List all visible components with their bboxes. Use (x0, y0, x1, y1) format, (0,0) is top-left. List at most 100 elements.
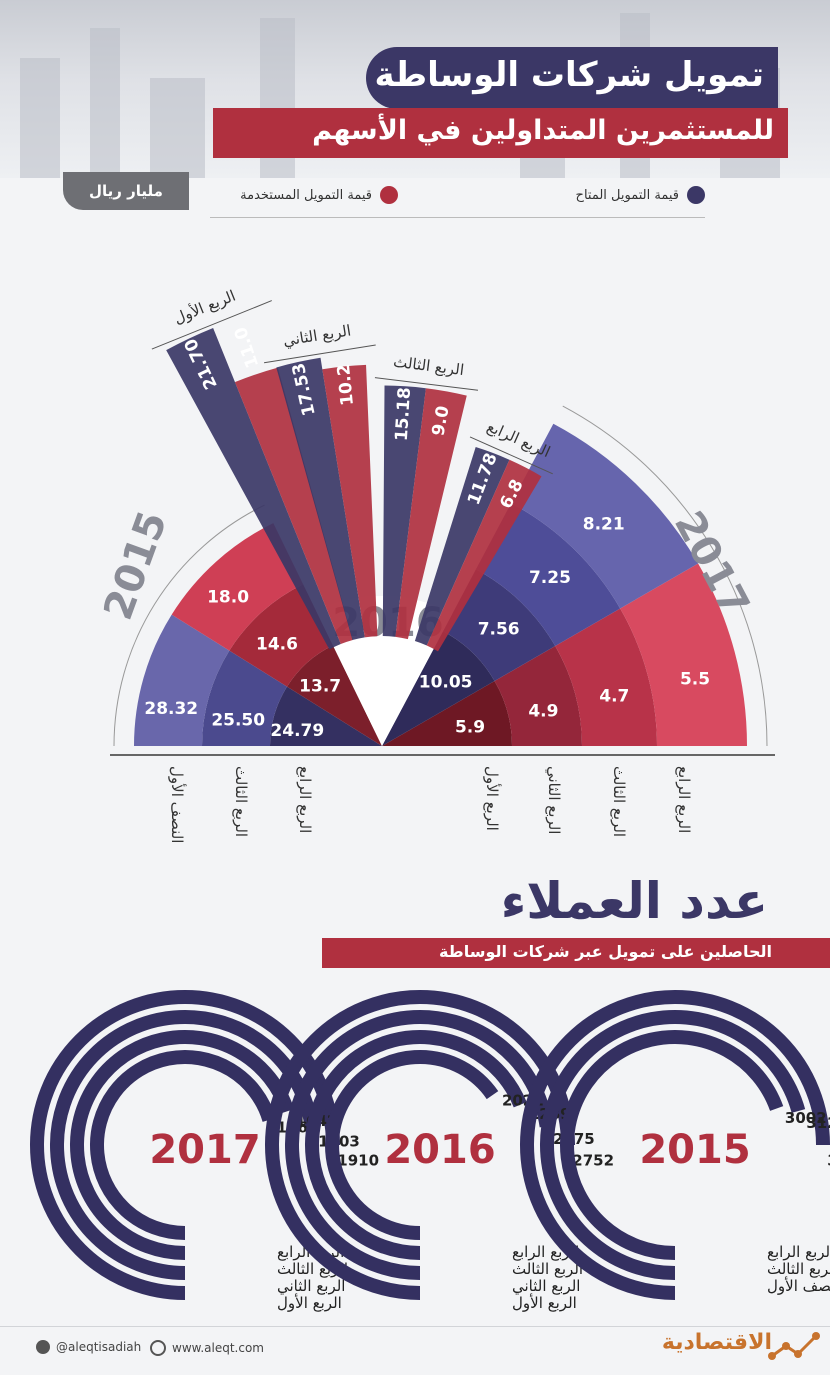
title-bar-bottom: للمستثمرين المتداولين في الأسهم (213, 108, 788, 158)
legend-used-swatch (380, 186, 398, 204)
client-ring (50, 1010, 319, 1280)
ring-2017-available (382, 631, 495, 746)
bar-2016-used (322, 364, 378, 638)
client-ring (325, 1050, 499, 1240)
bar-2016-used (234, 367, 353, 645)
value-2015-available: 25.50 (211, 711, 265, 731)
legend-divider (210, 217, 705, 218)
page-title: تمويل شركات الوساطة (374, 55, 764, 95)
value-2016-available: 15.18 (392, 387, 415, 442)
value-2016-used: 10.2 (334, 363, 358, 407)
ring-label-2017: الربع الثالث (610, 766, 628, 838)
value-2015-used: 18.0 (207, 587, 249, 607)
client-quarter-label: الربع الثالث (767, 1260, 830, 1278)
quarter-2016-label: الربع الثاني (282, 321, 353, 350)
quarter-2016-label: الربع الأول (171, 286, 238, 328)
ring-2015-used (229, 584, 333, 687)
unit-label: مليار ريال (63, 172, 189, 210)
client-ring (560, 1030, 784, 1260)
client-quarter-label: الربع الأول (512, 1293, 577, 1312)
legend-available: قيمة التمويل المتاح (576, 186, 705, 204)
quarter-2016-bracket (151, 300, 272, 350)
bar-2016-used (426, 459, 542, 652)
arc-2017-frame (562, 405, 768, 747)
value-2015-used: 14.6 (256, 635, 298, 655)
value-2016-used: 11.0 (231, 324, 263, 370)
ring-2017-available (511, 423, 699, 609)
footer-twitter[interactable]: @aleqtisadiah (36, 1340, 141, 1354)
quarter-2016-bracket (374, 377, 479, 391)
value-2015-used: 13.7 (299, 676, 341, 696)
client-ring (265, 990, 575, 1300)
ring-label-2015: الربع الرابع (296, 766, 314, 834)
brand-logo: الاقتصادية (661, 1330, 772, 1355)
quarter-2016-bracket (469, 436, 553, 475)
quarter-2016-bracket (264, 344, 376, 364)
client-ring-group: 3539 الربع الرابع 3120 الربع الثالث 3002 النص… (520, 990, 830, 1300)
year-2015-label: 2015 (95, 505, 176, 625)
value-2015-available: 24.79 (270, 721, 324, 741)
value-2017-available: 10.05 (419, 672, 473, 692)
client-ring (30, 990, 340, 1300)
client-count: 3120 (806, 1114, 830, 1132)
globe-icon (150, 1340, 166, 1356)
value-2017-available: 7.56 (478, 619, 520, 639)
client-quarter-label: النصف الأول (767, 1276, 830, 1295)
ring-2015-used (171, 523, 304, 651)
legend-used: قيمة التمويل المستخدمة (240, 186, 398, 204)
bar-2016-available (166, 327, 341, 650)
twitter-icon (36, 1340, 50, 1354)
ring-2017-used (382, 681, 512, 746)
footer-website[interactable]: www.aleqt.com (150, 1340, 264, 1356)
client-ring (70, 1030, 295, 1260)
value-2017-used: 5.9 (455, 717, 485, 737)
client-ring (90, 1050, 277, 1240)
twitter-handle: @aleqtisadiah (56, 1340, 142, 1354)
website-url: www.aleqt.com (172, 1341, 264, 1355)
quarter-2016-label: الربع الثالث (392, 353, 465, 380)
ring-2015-available (202, 650, 288, 746)
client-ring (285, 1010, 554, 1280)
ring-2017-used (494, 646, 582, 746)
ring-2015-available (270, 686, 382, 746)
legend-available-label: قيمة التمويل المتاح (575, 187, 679, 203)
legend-available-swatch (687, 186, 705, 204)
client-quarter-label: الربع الثاني (277, 1277, 345, 1296)
client-quarter-label: الربع الرابع (767, 1243, 830, 1261)
bar-2016-available (382, 385, 426, 637)
ring-2017-available (443, 569, 556, 681)
client-quarter-label: الربع الثالث (512, 1260, 583, 1278)
ring-label-2017: الربع الأول (483, 766, 501, 831)
financing-chart: 24.79 13.7 25.50 14.6 28.32 18.0 2015 5.9 10.05 4… (95, 286, 775, 756)
value-2017-available: 8.21 (583, 514, 625, 534)
client-ring (540, 1010, 806, 1280)
clients-subtitle: الحاصلين على تمويل عبر شركات الوساطة (438, 942, 772, 961)
legend-used-label: قيمة التمويل المستخدمة (240, 187, 372, 203)
client-count: 3002 (785, 1109, 827, 1127)
value-2017-used: 4.7 (599, 687, 629, 707)
client-count: 2752 (572, 1151, 614, 1169)
client-count: 1910 (337, 1151, 379, 1169)
client-ring (305, 1030, 527, 1260)
clients-subtitle-bar: الحاصلين على تمويل عبر شركات الوساطة (322, 938, 830, 968)
client-quarter-label: الربع الثاني (512, 1277, 580, 1296)
clients-title: عدد العملاء (500, 872, 768, 930)
bar-2016-available (414, 447, 510, 646)
bar-2016-available (276, 357, 365, 641)
client-year-label: 2015 (639, 1127, 750, 1173)
ring-2015-available (134, 614, 230, 746)
value-2017-used: 5.5 (680, 669, 710, 689)
ring-2017-available (475, 503, 621, 646)
logo-graph-icon (768, 1332, 820, 1360)
title-bar-top: تمويل شركات الوساطة (366, 47, 778, 109)
ring-2017-used (555, 608, 657, 746)
value-2017-used: 4.9 (528, 702, 558, 722)
ring-label-2015: الربع الثالث (232, 766, 250, 838)
ring-label-2015: النصف الأول (168, 766, 186, 844)
value-2017-available: 7.25 (529, 568, 571, 588)
value-2015-available: 28.32 (144, 699, 198, 719)
client-ring (520, 990, 830, 1300)
